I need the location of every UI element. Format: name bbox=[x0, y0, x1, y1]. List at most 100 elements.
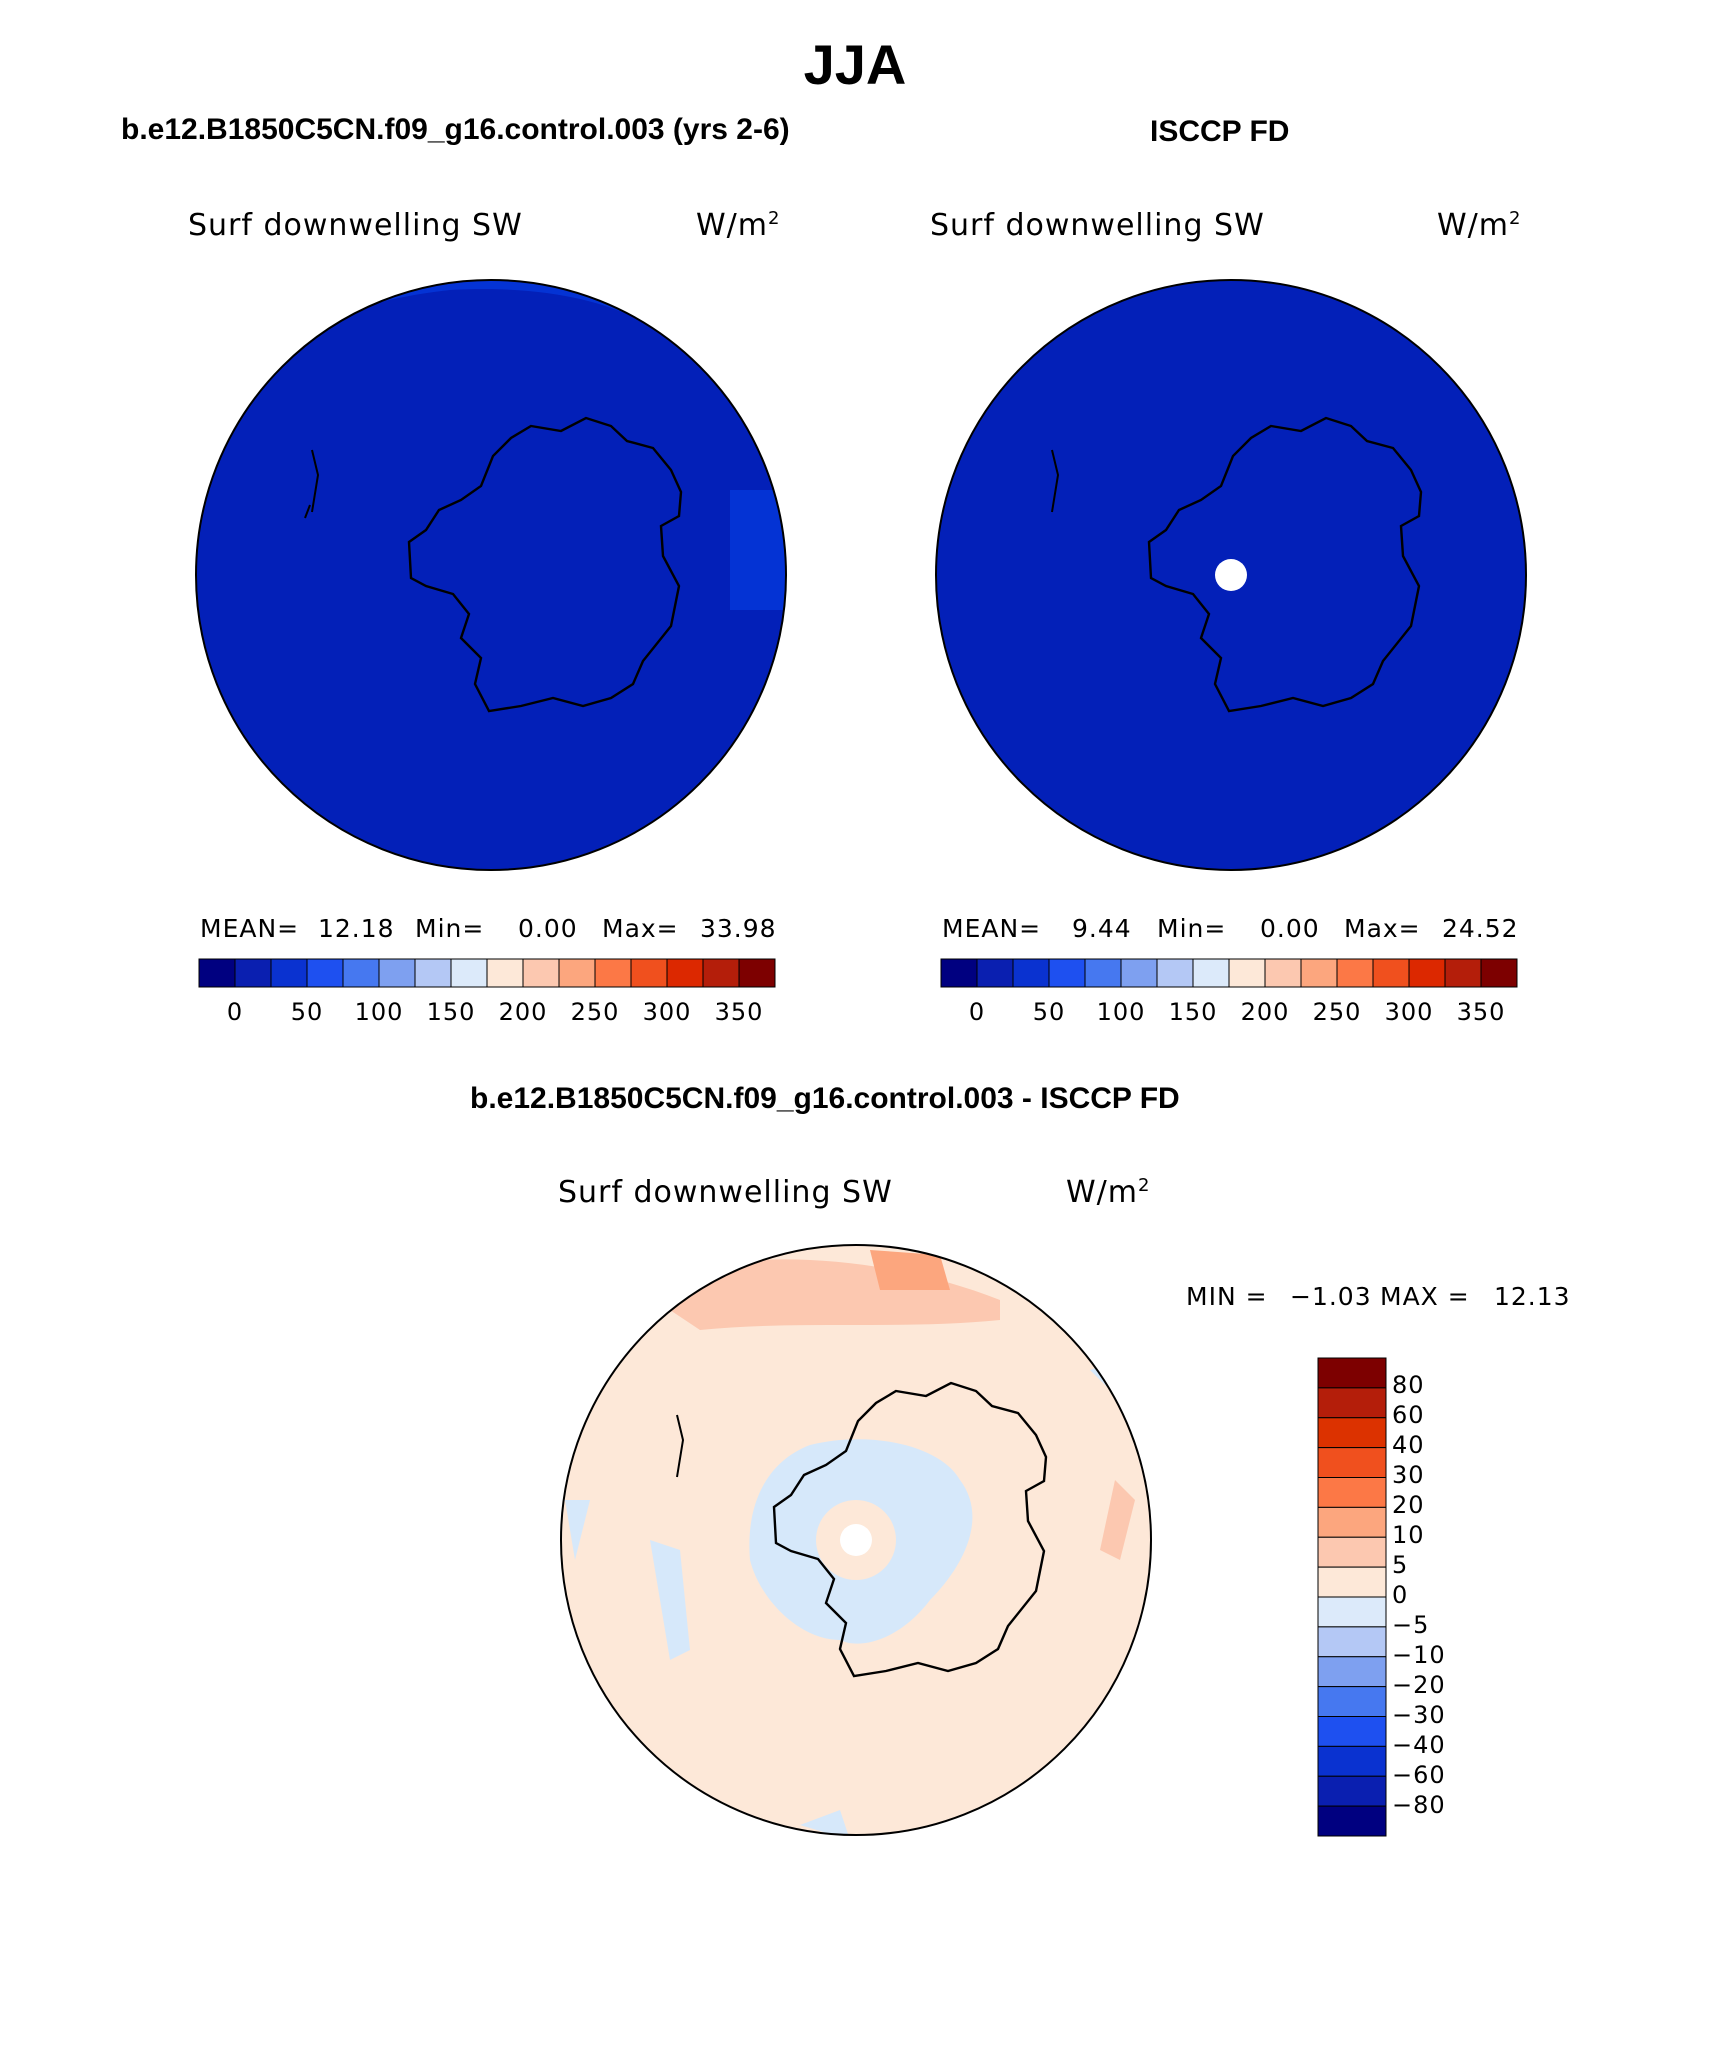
cbar-diff-tick: 80 bbox=[1392, 1371, 1425, 1399]
map-obs bbox=[935, 279, 1527, 871]
colorbar-swatch bbox=[1408, 958, 1446, 988]
cbar-obs-tick: 100 bbox=[1096, 998, 1146, 1026]
colorbar-swatch bbox=[702, 958, 740, 988]
colorbar-swatch bbox=[738, 958, 776, 988]
cbar-obs-tick: 150 bbox=[1168, 998, 1218, 1026]
cbar-diff-tick: −20 bbox=[1392, 1671, 1446, 1699]
panel-model-title: b.e12.B1850C5CN.f09_g16.control.003 (yrs… bbox=[121, 113, 790, 146]
colorbar-swatch bbox=[1317, 1387, 1387, 1419]
panel-model-max-label: Max= bbox=[602, 914, 679, 943]
colorbar-swatch bbox=[1317, 1656, 1387, 1688]
cbar-obs-tick: 50 bbox=[1032, 998, 1066, 1026]
map-model bbox=[195, 279, 787, 871]
colorbar-swatch bbox=[1317, 1447, 1387, 1478]
colorbar-swatch bbox=[306, 958, 344, 988]
panel-obs-min-label: Min= bbox=[1157, 914, 1227, 943]
cbar-model-tick: 200 bbox=[498, 998, 548, 1026]
panel-model-min-label: Min= bbox=[415, 914, 485, 943]
colorbar-swatch bbox=[486, 958, 524, 988]
colorbar-swatch bbox=[1192, 958, 1230, 988]
colorbar-model bbox=[198, 958, 776, 988]
panel-model-variable: Surf downwelling SW bbox=[188, 208, 523, 243]
colorbar-swatch bbox=[1317, 1805, 1387, 1837]
panel-diff-max-label: MAX = bbox=[1380, 1282, 1470, 1311]
colorbar-swatch bbox=[414, 958, 452, 988]
colorbar-swatch bbox=[198, 958, 236, 988]
colorbar-swatch bbox=[1300, 958, 1338, 988]
cbar-obs-tick: 0 bbox=[968, 998, 986, 1026]
cbar-diff-tick: 30 bbox=[1392, 1461, 1425, 1489]
colorbar-swatch bbox=[1317, 1626, 1387, 1658]
colorbar-swatch bbox=[1317, 1686, 1387, 1717]
colorbar-swatch bbox=[666, 958, 704, 988]
cbar-diff-tick: −60 bbox=[1392, 1761, 1446, 1789]
panel-diff-title: b.e12.B1850C5CN.f09_g16.control.003 - IS… bbox=[470, 1082, 1180, 1115]
colorbar-swatch bbox=[1317, 1417, 1387, 1449]
colorbar-swatch bbox=[1156, 958, 1194, 988]
colorbar-swatch bbox=[270, 958, 308, 988]
panel-model-max: 33.98 bbox=[700, 914, 777, 943]
colorbar-swatch bbox=[378, 958, 416, 988]
panel-diff-units: W/m2 bbox=[1066, 1175, 1151, 1210]
colorbar-swatch bbox=[1120, 958, 1158, 988]
cbar-diff-tick: −10 bbox=[1392, 1641, 1446, 1669]
colorbar-obs bbox=[940, 958, 1518, 988]
cbar-obs-tick: 350 bbox=[1456, 998, 1506, 1026]
main-title: JJA bbox=[803, 33, 907, 96]
panel-obs-title: ISCCP FD bbox=[1150, 115, 1290, 148]
colorbar-swatch bbox=[1048, 958, 1086, 988]
cbar-diff-tick: 5 bbox=[1392, 1551, 1409, 1579]
colorbar-swatch bbox=[450, 958, 488, 988]
cbar-diff-tick: 10 bbox=[1392, 1521, 1425, 1549]
cbar-model-tick: 150 bbox=[426, 998, 476, 1026]
colorbar-swatch bbox=[1317, 1596, 1387, 1628]
colorbar-swatch bbox=[1317, 1716, 1387, 1747]
cbar-model-tick: 100 bbox=[354, 998, 404, 1026]
colorbar-swatch bbox=[594, 958, 632, 988]
panel-diff-variable: Surf downwelling SW bbox=[558, 1175, 893, 1210]
panel-diff-min: −1.03 bbox=[1290, 1282, 1372, 1311]
panel-diff-min-label: MIN = bbox=[1186, 1282, 1268, 1311]
cbar-diff-tick: −80 bbox=[1392, 1791, 1446, 1819]
colorbar-swatch bbox=[342, 958, 380, 988]
colorbar-swatch bbox=[1317, 1357, 1387, 1389]
panel-obs-variable: Surf downwelling SW bbox=[930, 208, 1265, 243]
panel-obs-max-label: Max= bbox=[1344, 914, 1421, 943]
panel-obs-mean: 9.44 bbox=[1072, 914, 1132, 943]
colorbar-swatch bbox=[1084, 958, 1122, 988]
panel-obs-max: 24.52 bbox=[1442, 914, 1519, 943]
colorbar-swatch bbox=[1317, 1536, 1387, 1568]
cbar-diff-tick: −30 bbox=[1392, 1701, 1446, 1729]
panel-model-mean-label: MEAN= bbox=[200, 914, 300, 943]
cbar-diff-tick: −40 bbox=[1392, 1731, 1446, 1759]
cbar-obs-tick: 250 bbox=[1312, 998, 1362, 1026]
colorbar-swatch bbox=[1317, 1566, 1387, 1598]
panel-diff-max: 12.13 bbox=[1494, 1282, 1571, 1311]
cbar-obs-tick: 200 bbox=[1240, 998, 1290, 1026]
panel-model-mean: 12.18 bbox=[318, 914, 395, 943]
cbar-model-tick: 50 bbox=[290, 998, 324, 1026]
colorbar-swatch bbox=[630, 958, 668, 988]
colorbar-swatch bbox=[1317, 1506, 1387, 1538]
cbar-diff-tick: 40 bbox=[1392, 1431, 1425, 1459]
colorbar-swatch bbox=[940, 958, 978, 988]
cbar-model-tick: 0 bbox=[226, 998, 244, 1026]
panel-model-min: 0.00 bbox=[518, 914, 578, 943]
panel-model-units: W/m2 bbox=[696, 208, 781, 243]
colorbar-difference bbox=[1317, 1357, 1387, 1837]
colorbar-swatch bbox=[1444, 958, 1482, 988]
map-difference bbox=[560, 1244, 1152, 1836]
panel-obs-mean-label: MEAN= bbox=[942, 914, 1042, 943]
colorbar-swatch bbox=[1012, 958, 1050, 988]
colorbar-swatch bbox=[1228, 958, 1266, 988]
cbar-diff-tick: 0 bbox=[1392, 1581, 1409, 1609]
cbar-obs-tick: 300 bbox=[1384, 998, 1434, 1026]
colorbar-swatch bbox=[1336, 958, 1374, 988]
colorbar-swatch bbox=[522, 958, 560, 988]
panel-obs-units: W/m2 bbox=[1437, 208, 1522, 243]
cbar-model-tick: 300 bbox=[642, 998, 692, 1026]
colorbar-swatch bbox=[234, 958, 272, 988]
colorbar-swatch bbox=[1317, 1775, 1387, 1807]
colorbar-swatch bbox=[1317, 1745, 1387, 1777]
